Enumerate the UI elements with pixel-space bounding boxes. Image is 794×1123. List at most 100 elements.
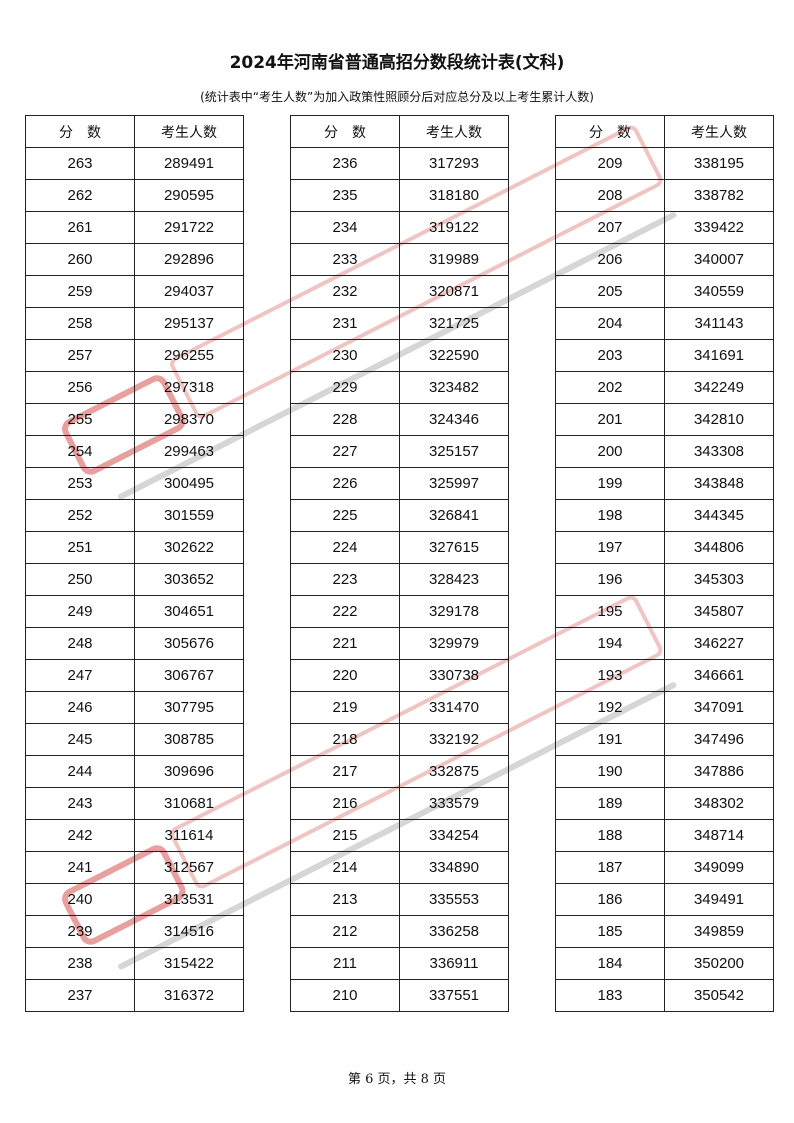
score-cell: 249 — [25, 595, 135, 628]
table-row: 205 340559 — [555, 275, 774, 308]
count-cell: 313531 — [134, 883, 244, 916]
count-cell: 302622 — [134, 531, 244, 564]
score-table-1: 分 数考生人数 263 289491 262 290595 261 291722 260 292… — [25, 115, 244, 1012]
score-cell: 261 — [25, 211, 135, 244]
count-cell: 344345 — [664, 499, 774, 532]
table-row: 186 349491 — [555, 883, 774, 916]
score-cell: 229 — [290, 371, 400, 404]
count-cell: 329178 — [399, 595, 509, 628]
count-cell: 347886 — [664, 755, 774, 788]
count-cell: 349859 — [664, 915, 774, 948]
count-cell: 314516 — [134, 915, 244, 948]
count-cell: 323482 — [399, 371, 509, 404]
table-row: 184 350200 — [555, 947, 774, 980]
header-count: 考生人数 — [664, 115, 774, 148]
count-cell: 336258 — [399, 915, 509, 948]
count-cell: 340007 — [664, 243, 774, 276]
score-table-3: 分 数考生人数 209 338195 208 338782 207 339422 206 340… — [555, 115, 774, 1012]
count-cell: 296255 — [134, 339, 244, 372]
count-cell: 317293 — [399, 147, 509, 180]
score-cell: 231 — [290, 307, 400, 340]
table-row: 193 346661 — [555, 659, 774, 692]
score-cell: 218 — [290, 723, 400, 756]
count-cell: 331470 — [399, 691, 509, 724]
score-cell: 212 — [290, 915, 400, 948]
score-cell: 196 — [555, 563, 665, 596]
table-row: 234 319122 — [290, 211, 509, 244]
score-cell: 225 — [290, 499, 400, 532]
count-cell: 300495 — [134, 467, 244, 500]
table-row: 254 299463 — [25, 435, 244, 468]
score-cell: 199 — [555, 467, 665, 500]
score-cell: 188 — [555, 819, 665, 852]
table-row: 227 325157 — [290, 435, 509, 468]
table-row: 215 334254 — [290, 819, 509, 852]
count-cell: 306767 — [134, 659, 244, 692]
table-row: 203 341691 — [555, 339, 774, 372]
table-row: 230 322590 — [290, 339, 509, 372]
table-row: 248 305676 — [25, 627, 244, 660]
table-row: 192 347091 — [555, 691, 774, 724]
score-cell: 251 — [25, 531, 135, 564]
table-row: 189 348302 — [555, 787, 774, 820]
table-row: 244 309696 — [25, 755, 244, 788]
header-score: 分 数 — [290, 115, 400, 148]
table-row: 255 298370 — [25, 403, 244, 436]
table-row: 209 338195 — [555, 147, 774, 180]
table-row: 188 348714 — [555, 819, 774, 852]
count-cell: 320871 — [399, 275, 509, 308]
count-cell: 315422 — [134, 947, 244, 980]
score-cell: 185 — [555, 915, 665, 948]
count-cell: 346661 — [664, 659, 774, 692]
score-cell: 210 — [290, 979, 400, 1012]
score-cell: 236 — [290, 147, 400, 180]
count-cell: 345303 — [664, 563, 774, 596]
table-row: 249 304651 — [25, 595, 244, 628]
count-cell: 346227 — [664, 627, 774, 660]
score-cell: 230 — [290, 339, 400, 372]
score-cell: 217 — [290, 755, 400, 788]
table-row: 187 349099 — [555, 851, 774, 884]
score-cell: 240 — [25, 883, 135, 916]
count-cell: 348302 — [664, 787, 774, 820]
count-cell: 342810 — [664, 403, 774, 436]
header-count: 考生人数 — [134, 115, 244, 148]
table-row: 237 316372 — [25, 979, 244, 1012]
table-row: 263 289491 — [25, 147, 244, 180]
table-row: 202 342249 — [555, 371, 774, 404]
count-cell: 338782 — [664, 179, 774, 212]
count-cell: 344806 — [664, 531, 774, 564]
table-row: 223 328423 — [290, 563, 509, 596]
score-cell: 209 — [555, 147, 665, 180]
score-cell: 193 — [555, 659, 665, 692]
score-cell: 253 — [25, 467, 135, 500]
score-cell: 247 — [25, 659, 135, 692]
score-cell: 219 — [290, 691, 400, 724]
score-cell: 233 — [290, 243, 400, 276]
count-cell: 289491 — [134, 147, 244, 180]
score-cell: 192 — [555, 691, 665, 724]
score-table-2: 分 数考生人数 236 317293 235 318180 234 319122 233 319… — [290, 115, 509, 1012]
count-cell: 294037 — [134, 275, 244, 308]
count-cell: 334254 — [399, 819, 509, 852]
table-row: 238 315422 — [25, 947, 244, 980]
count-cell: 329979 — [399, 627, 509, 660]
count-cell: 299463 — [134, 435, 244, 468]
count-cell: 332192 — [399, 723, 509, 756]
score-cell: 250 — [25, 563, 135, 596]
table-row: 233 319989 — [290, 243, 509, 276]
page-title: 2024年河南省普通高招分数段统计表(文科) — [229, 53, 565, 73]
score-cell: 220 — [290, 659, 400, 692]
table-row: 191 347496 — [555, 723, 774, 756]
score-cell: 213 — [290, 883, 400, 916]
table-row: 231 321725 — [290, 307, 509, 340]
score-cell: 256 — [25, 371, 135, 404]
score-cell: 191 — [555, 723, 665, 756]
count-cell: 292896 — [134, 243, 244, 276]
score-cell: 263 — [25, 147, 135, 180]
count-cell: 349099 — [664, 851, 774, 884]
count-cell: 318180 — [399, 179, 509, 212]
score-cell: 237 — [25, 979, 135, 1012]
table-row: 257 296255 — [25, 339, 244, 372]
table-row: 261 291722 — [25, 211, 244, 244]
